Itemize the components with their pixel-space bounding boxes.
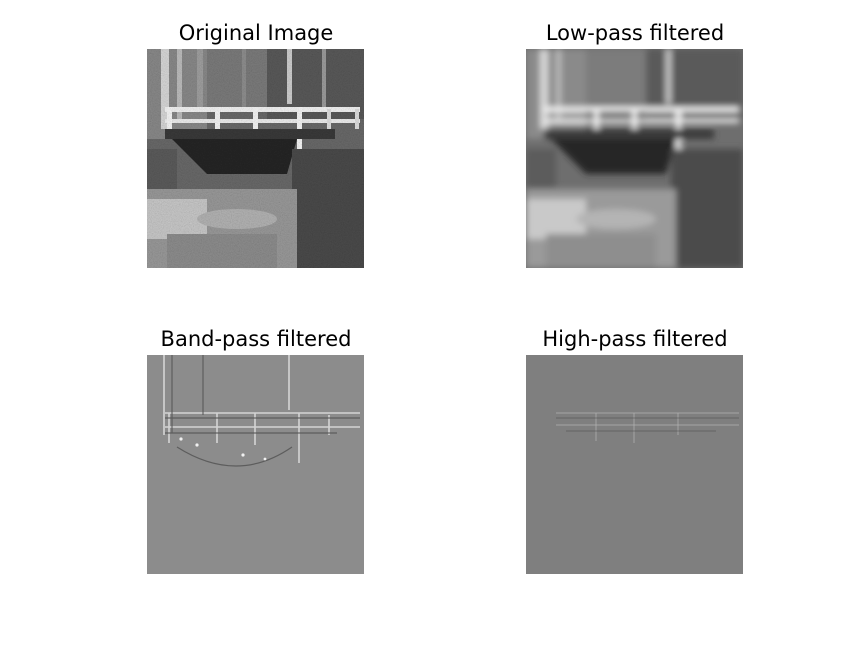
low-pass-title: Low-pass filtered [545,21,725,45]
high-pass-title: High-pass filtered [542,327,728,351]
low-pass-filtered-image [526,49,743,268]
band-pass-filtered-image [147,355,364,574]
high-pass-filtered-image [526,355,743,574]
original-image-title: Original Image [178,21,334,45]
band-pass-title: Band-pass filtered [160,327,352,351]
original-image [147,49,364,268]
